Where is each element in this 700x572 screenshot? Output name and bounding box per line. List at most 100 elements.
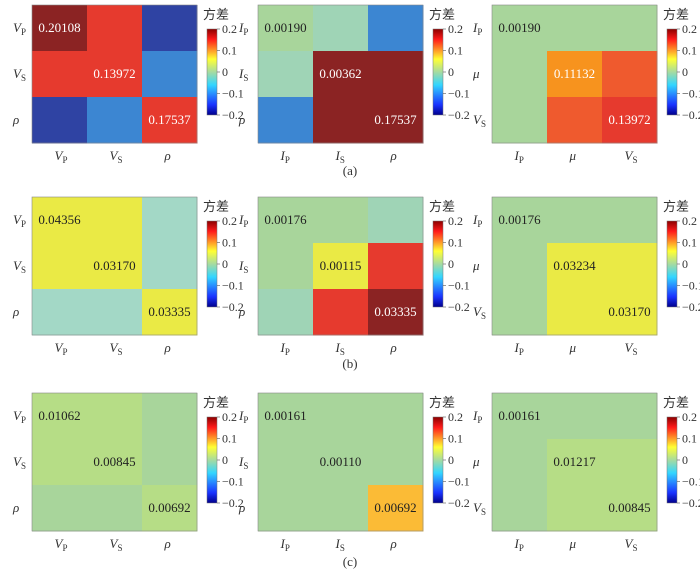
heatmap-cell-a2-r2c0 (258, 97, 314, 144)
colorbar-tick-label: 0.1 (682, 44, 697, 58)
colorbar-title: 方差 (203, 7, 229, 22)
diag-value-label: 0.17537 (374, 112, 417, 127)
x-tick-label: IS (335, 340, 345, 357)
colorbar-tick-label: −0.2 (682, 496, 700, 510)
y-tick-label: ρ (238, 112, 245, 127)
heatmap-cell-a1-r0c2 (142, 5, 198, 52)
y-tick-label: VS (13, 454, 26, 471)
y-tick-label: ρ (12, 112, 19, 127)
y-tick-label: IP (238, 408, 248, 425)
x-tick-label: VP (55, 148, 68, 165)
y-tick-label: VS (473, 500, 486, 517)
y-tick-label: IS (238, 66, 248, 83)
colorbar-tick-label: 0.2 (682, 410, 697, 424)
colorbar (432, 416, 444, 504)
colorbar-tick-label: −0.1 (448, 475, 470, 489)
heatmap-cell-a3-r0c0 (492, 5, 548, 52)
heatmap-cell-b2-r0c2 (368, 197, 424, 244)
diag-value-label: 0.17537 (148, 112, 191, 127)
diag-value-label: 0.00161 (498, 408, 540, 423)
diag-value-label: 0.20108 (38, 20, 80, 35)
colorbar-tick-label: 0 (682, 65, 688, 79)
colorbar-tick-label: 0.1 (448, 432, 463, 446)
colorbar-tick-label: 0.2 (682, 214, 697, 228)
diag-value-label: 0.13972 (608, 112, 650, 127)
heatmap-cell-b3-r0c0 (492, 197, 548, 244)
heatmap-panel-b3: 0.00176 0.03234 0.03170 IP μ VS IP μ VS 方差0.2 0.1 0… (472, 196, 700, 357)
colorbar-tick-label: 0 (448, 65, 454, 79)
heatmap-cell-a1-r1c0 (32, 51, 88, 98)
diag-value-label: 0.00845 (93, 454, 135, 469)
heatmap-cell-b3-r2c1 (547, 289, 603, 336)
heatmap-cell-c1-r0c0 (32, 393, 88, 440)
diag-value-label: 0.01062 (38, 408, 80, 423)
heatmap-panel-c1: 0.01062 0.00845 0.00692 VP VS ρ VP VS ρ 方差0.2 0.1 0… (12, 392, 244, 553)
colorbar-tick-label: 0.1 (448, 44, 463, 58)
heatmap-cell-c1-r0c1 (87, 393, 143, 440)
heatmap-cell-a3-r1c0 (492, 51, 548, 98)
heatmap-cell-a1-r1c2 (142, 51, 198, 98)
colorbar-tick-label: 0 (682, 453, 688, 467)
heatmap-cell-c2-r0c1 (313, 393, 369, 440)
colorbar-tick-label: 0.1 (448, 236, 463, 250)
x-tick-label: ρ (164, 340, 171, 355)
colorbar (666, 220, 678, 308)
x-tick-label: ρ (164, 536, 171, 551)
heatmap-cell-a1-r1c1 (87, 51, 143, 98)
colorbar (206, 28, 218, 116)
diag-value-label: 0.00115 (320, 258, 362, 273)
heatmap-cell-a1-r0c1 (87, 5, 143, 52)
y-tick-label: IP (238, 212, 248, 229)
heatmap-cell-b1-r2c2 (142, 289, 198, 336)
colorbar-tick-label: 0.1 (222, 44, 237, 58)
caption-a: (a) (343, 163, 357, 178)
heatmap-cell-b1-r0c2 (142, 197, 198, 244)
diag-value-label: 0.00692 (148, 500, 190, 515)
heatmap-cell-b2-r1c2 (368, 243, 424, 290)
colorbar-tick-label: −0.1 (682, 279, 700, 293)
colorbar-title: 方差 (429, 395, 455, 410)
heatmap-cell-b1-r0c1 (87, 197, 143, 244)
colorbar (666, 28, 678, 116)
heatmap-cell-b2-r2c0 (258, 289, 314, 336)
colorbar-tick-label: 0.2 (448, 214, 463, 228)
x-tick-label: VS (625, 340, 638, 357)
heatmap-frame (491, 4, 658, 144)
heatmap-cell-c1-r2c0 (32, 485, 88, 532)
x-tick-label: IP (514, 536, 524, 553)
heatmap-cell-a2-r0c1 (313, 5, 369, 52)
y-tick-label: IS (238, 258, 248, 275)
y-tick-label: μ (472, 454, 480, 469)
heatmap-cell-a2-r0c0 (258, 5, 314, 52)
heatmap-cell-c1-r0c2 (142, 393, 198, 440)
heatmap-cell-b1-r0c0 (32, 197, 88, 244)
x-tick-label: ρ (390, 148, 397, 163)
heatmap-cell-c1-r1c0 (32, 439, 88, 486)
heatmap-cell-b2-r1c0 (258, 243, 314, 290)
x-tick-label: ρ (390, 536, 397, 551)
colorbar-tick-label: −0.1 (222, 87, 244, 101)
colorbar-tick-label: 0 (448, 257, 454, 271)
colorbar-tick-label: −0.2 (448, 300, 470, 314)
colorbar-tick-label: 0 (682, 257, 688, 271)
heatmap-cell-a2-r1c1 (313, 51, 369, 98)
colorbar-tick-label: −0.2 (448, 108, 470, 122)
colorbar (432, 220, 444, 308)
y-tick-label: VP (13, 408, 26, 425)
heatmap-cell-a3-r1c2 (602, 51, 658, 98)
colorbar-tick-label: −0.1 (222, 279, 244, 293)
x-tick-label: IP (514, 340, 524, 357)
heatmap-panel-a1: 0.20108 0.13972 0.17537 VP VS ρ VP VS ρ 方差0.2 0.1 0… (12, 4, 244, 165)
heatmap-cell-b1-r2c1 (87, 289, 143, 336)
heatmap-cell-c1-r1c2 (142, 439, 198, 486)
y-tick-label: VP (13, 212, 26, 229)
colorbar (432, 28, 444, 116)
heatmap-panel-b1: 0.04356 0.03170 0.03335 VP VS ρ VP VS ρ 方差0.2 0.1 0… (12, 196, 244, 357)
y-tick-label: VS (473, 112, 486, 129)
diag-value-label: 0.00190 (264, 20, 306, 35)
heatmap-cell-c1-r1c1 (87, 439, 143, 486)
x-tick-label: μ (569, 148, 577, 163)
heatmap-frame (31, 392, 198, 532)
diag-value-label: 0.03234 (553, 258, 596, 273)
heatmap-cell-b3-r1c1 (547, 243, 603, 290)
